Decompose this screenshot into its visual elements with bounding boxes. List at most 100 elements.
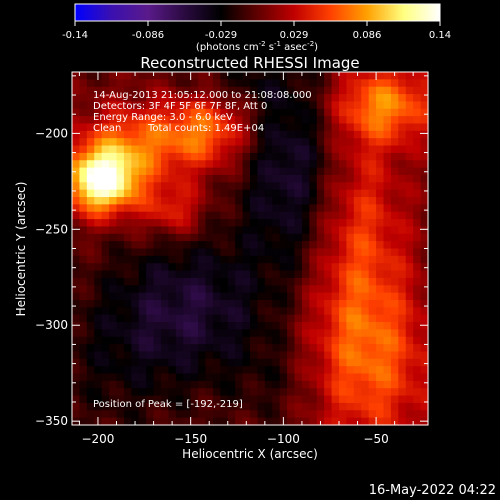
heatmap-cell <box>235 255 244 264</box>
heatmap-cell <box>264 336 273 345</box>
heatmap-cell <box>383 292 392 301</box>
heatmap-cell <box>220 263 229 272</box>
heatmap-cell <box>287 270 296 279</box>
heatmap-cell <box>138 152 147 161</box>
heatmap-cell <box>138 182 147 191</box>
heatmap-cell <box>175 277 184 286</box>
heatmap-cell <box>279 101 288 110</box>
heatmap-cell <box>205 174 214 183</box>
heatmap-cell <box>235 79 244 88</box>
heatmap-cell <box>94 138 103 147</box>
heatmap-cell <box>361 351 370 360</box>
heatmap-cell <box>309 373 318 382</box>
heatmap-cell <box>227 167 236 176</box>
annotation-total-counts: Total counts: 1.49E+04 <box>147 123 264 134</box>
heatmap-cell <box>390 314 399 323</box>
heatmap-cell <box>420 351 429 360</box>
heatmap-cell <box>131 204 140 213</box>
heatmap-cell <box>264 277 273 286</box>
heatmap-cell <box>79 329 88 338</box>
heatmap-cell <box>301 138 310 147</box>
heatmap-cell <box>250 307 259 316</box>
heatmap-cell <box>183 329 192 338</box>
heatmap-cell <box>183 358 192 367</box>
heatmap-cell <box>79 388 88 397</box>
heatmap-cell <box>79 226 88 235</box>
heatmap-cell <box>294 358 303 367</box>
heatmap-cell <box>79 358 88 367</box>
heatmap-cell <box>79 410 88 419</box>
heatmap-cell <box>131 307 140 316</box>
heatmap-cell <box>109 233 118 242</box>
heatmap-cell <box>86 79 95 88</box>
heatmap-cell <box>287 410 296 419</box>
heatmap-cell <box>287 219 296 228</box>
heatmap-cell <box>301 182 310 191</box>
heatmap-cell <box>316 248 325 257</box>
heatmap-cell <box>324 314 333 323</box>
heatmap-cell <box>86 314 95 323</box>
heatmap-cell <box>131 248 140 257</box>
heatmap-cell <box>79 263 88 272</box>
heatmap-cell <box>138 101 147 110</box>
heatmap-cell <box>309 388 318 397</box>
heatmap-cell <box>420 211 429 220</box>
heatmap-cell <box>250 358 259 367</box>
heatmap-cell <box>235 358 244 367</box>
heatmap-cell <box>235 344 244 353</box>
heatmap-cell <box>339 233 348 242</box>
heatmap-cell <box>72 94 81 103</box>
heatmap-cell <box>94 410 103 419</box>
heatmap-cell <box>420 233 429 242</box>
heatmap-cell <box>235 219 244 228</box>
heatmap-cell <box>161 94 170 103</box>
heatmap-cell <box>153 174 162 183</box>
heatmap-cell <box>368 219 377 228</box>
heatmap-cell <box>109 182 118 191</box>
heatmap-cell <box>183 160 192 169</box>
heatmap-cell <box>146 204 155 213</box>
heatmap-cell <box>413 241 422 250</box>
heatmap-cell <box>361 241 370 250</box>
heatmap-cell <box>383 138 392 147</box>
heatmap-cell <box>175 79 184 88</box>
heatmap-cell <box>190 108 199 117</box>
heatmap-cell <box>190 292 199 301</box>
heatmap-cell <box>257 233 266 242</box>
heatmap-cell <box>420 116 429 125</box>
heatmap-cell <box>116 174 125 183</box>
heatmap-cell <box>272 189 281 198</box>
heatmap-cell <box>287 94 296 103</box>
heatmap-cell <box>227 366 236 375</box>
heatmap-cell <box>227 138 236 147</box>
heatmap-cell <box>383 299 392 308</box>
heatmap-cell <box>212 344 221 353</box>
heatmap-cell <box>242 307 251 316</box>
heatmap-cell <box>420 138 429 147</box>
heatmap-cell <box>294 160 303 169</box>
heatmap-cell <box>346 366 355 375</box>
heatmap-cell <box>86 226 95 235</box>
heatmap-cell <box>405 123 414 132</box>
heatmap-cell <box>264 263 273 272</box>
heatmap-cell <box>264 174 273 183</box>
heatmap-cell <box>346 211 355 220</box>
heatmap-cell <box>131 116 140 125</box>
heatmap-cell <box>294 226 303 235</box>
heatmap-cell <box>346 255 355 264</box>
heatmap-cell <box>368 138 377 147</box>
heatmap-cell <box>376 79 385 88</box>
heatmap-cell <box>101 366 110 375</box>
colorbar-tick-label: 0.029 <box>280 30 309 41</box>
heatmap-cell <box>390 307 399 316</box>
heatmap-cell <box>101 292 110 301</box>
heatmap-cell <box>190 402 199 411</box>
heatmap-cell <box>339 182 348 191</box>
heatmap-cell <box>272 395 281 404</box>
heatmap-cell <box>183 336 192 345</box>
heatmap-cell <box>353 197 362 205</box>
heatmap-cell <box>309 211 318 220</box>
heatmap-cell <box>161 248 170 257</box>
heatmap-cell <box>212 292 221 301</box>
heatmap-cell <box>301 285 310 294</box>
